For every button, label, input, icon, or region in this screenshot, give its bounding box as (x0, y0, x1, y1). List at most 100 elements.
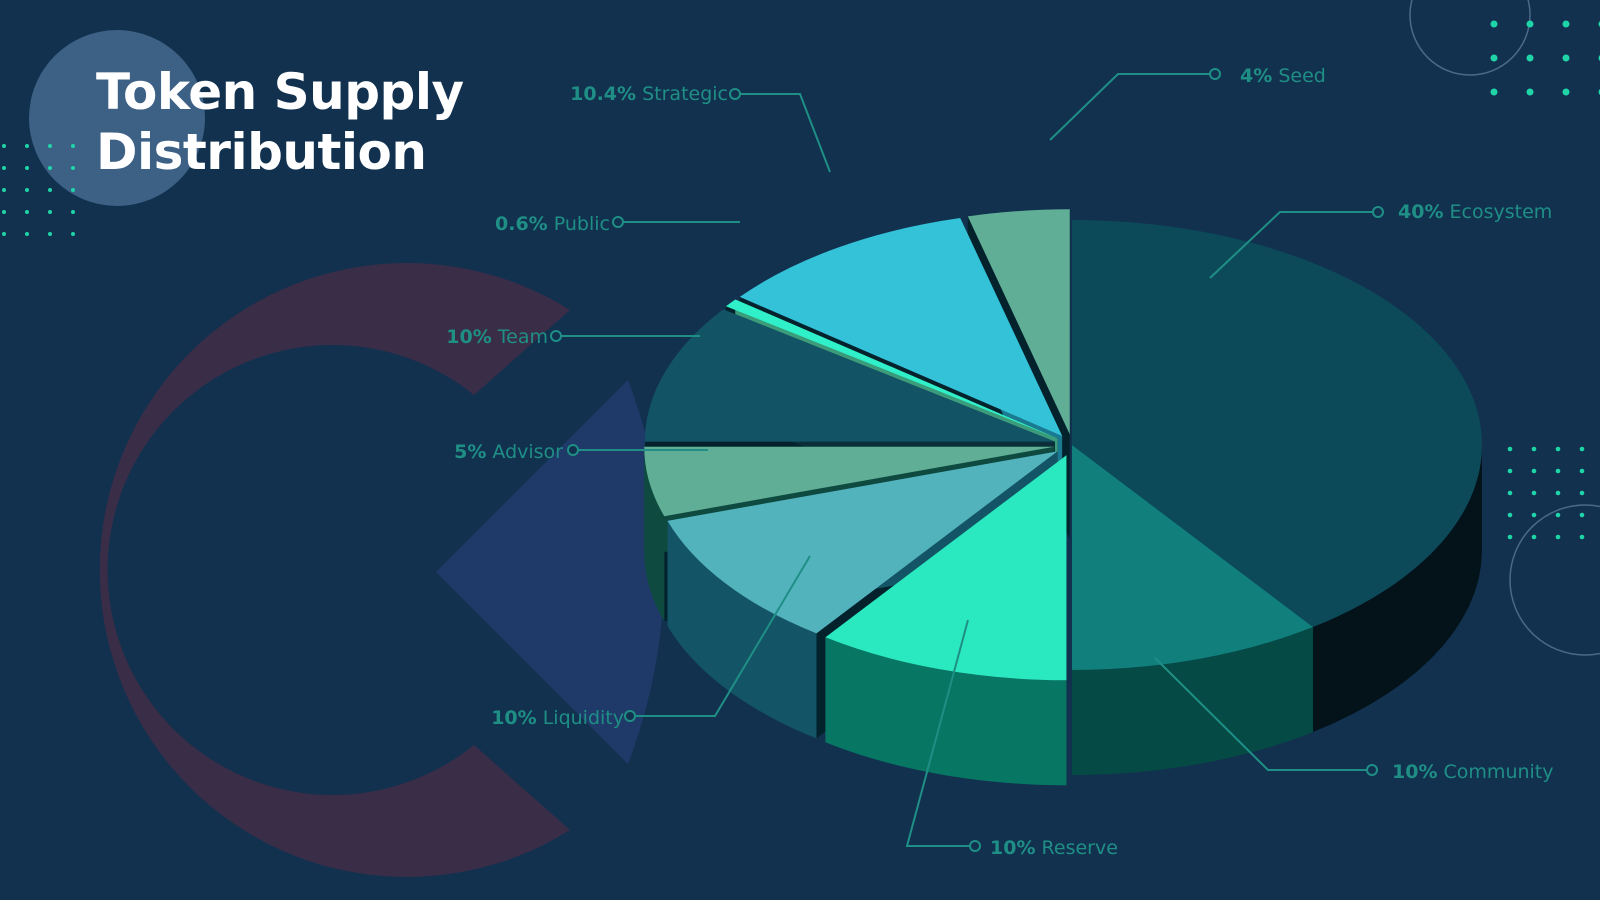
dot-grid-right (1507, 446, 1585, 540)
decor-dot (71, 210, 75, 214)
decor-wedge (436, 380, 664, 764)
leader-anchor-team (550, 330, 562, 342)
callout-ecosystem-name: Ecosystem (1449, 201, 1553, 223)
decor-disc (29, 30, 205, 206)
decor-dot (48, 210, 52, 214)
dot-grid-top-right (1490, 20, 1600, 96)
callout-public-name: Public (553, 213, 610, 235)
leader-anchor-advisor (567, 444, 579, 456)
leader-ecosystem (1209, 206, 1384, 279)
decor-dot (71, 144, 75, 148)
leader-anchor-public (612, 216, 624, 228)
callout-seed-name: Seed (1278, 65, 1326, 87)
callout-public-pct: 0.6% (495, 213, 548, 235)
slice-ecosystem-side (1312, 445, 1482, 733)
slice-strategic-top (739, 218, 1063, 436)
decor-dot (1579, 468, 1585, 474)
decor-dot (1526, 20, 1534, 28)
callout-liquidity-name: Liquidity (542, 707, 624, 729)
decor-dot (1507, 490, 1513, 496)
decor-dot (1531, 534, 1537, 540)
callout-team: 10% Team (446, 325, 548, 349)
decor-dot (1507, 446, 1513, 452)
leader-anchor-strategic (729, 88, 741, 100)
callout-community: 10% Community (1392, 760, 1554, 784)
leader-line-strategic (735, 93, 831, 173)
callout-public: 0.6% Public (495, 212, 610, 236)
slice-community (1072, 445, 1313, 775)
slice-reserve-side (825, 637, 1067, 786)
decor-dot (1555, 490, 1561, 496)
callout-reserve-pct: 10% (990, 837, 1036, 859)
decor-dot (25, 166, 29, 170)
decor-dot (1555, 468, 1561, 474)
leader-line-seed (1049, 73, 1215, 141)
callout-liquidity: 10% Liquidity (491, 706, 624, 730)
title-line-1: Token Supply (96, 63, 464, 121)
leader-anchor-ecosystem (1372, 206, 1384, 218)
decor-dot (1531, 512, 1537, 518)
decor-dot (48, 188, 52, 192)
slice-advisor-top (644, 446, 1055, 517)
page-title: Token Supply Distribution (96, 62, 464, 182)
callout-reserve: 10% Reserve (990, 836, 1118, 860)
callout-seed-pct: 4% (1240, 65, 1273, 87)
decor-dot (1555, 534, 1561, 540)
callout-advisor: 5% Advisor (454, 440, 563, 464)
leader-line-liquidity (630, 555, 811, 717)
decor-dot (48, 144, 52, 148)
callout-ecosystem-pct: 40% (1398, 201, 1444, 223)
leader-line-reserve (905, 619, 975, 847)
decor-dot (1555, 446, 1561, 452)
decor-dot (1526, 88, 1534, 96)
decor-dot (1490, 54, 1498, 62)
slice-liquidity-top (667, 451, 1058, 634)
callout-team-pct: 10% (446, 326, 492, 348)
callout-seed: 4% Seed (1240, 64, 1326, 88)
decor-ring-outline-right (1509, 504, 1600, 656)
slice-team-top (644, 309, 1055, 442)
slice-public-top (725, 299, 1058, 439)
decor-dot (1579, 512, 1585, 518)
callout-community-name: Community (1443, 761, 1554, 783)
decor-dot (25, 144, 29, 148)
decor-dot (2, 166, 6, 170)
callout-strategic-pct: 10.4% (570, 83, 637, 105)
leader-public (612, 216, 740, 228)
decor-dot (48, 166, 52, 170)
decor-dot (1562, 20, 1570, 28)
decor-dot (1579, 490, 1585, 496)
slice-community-side (1072, 627, 1313, 775)
decor-dot (2, 232, 6, 236)
callout-ecosystem: 40% Ecosystem (1398, 200, 1552, 224)
decor-dot (25, 232, 29, 236)
decor-dot (25, 188, 29, 192)
decor-ring-outline-top (1409, 0, 1531, 76)
slice-advisor-side (644, 446, 665, 622)
dot-grid-left (2, 144, 75, 236)
leader-line-community (1154, 657, 1372, 771)
decor-dot (1562, 88, 1570, 96)
decor-ring (99, 263, 571, 878)
callout-liquidity-pct: 10% (491, 707, 537, 729)
leader-reserve (905, 619, 981, 852)
leader-advisor (567, 444, 708, 456)
decor-dot (1490, 88, 1498, 96)
decor-dot (1579, 446, 1585, 452)
slice-reserve (825, 455, 1067, 786)
leader-anchor-reserve (969, 840, 981, 852)
decor-dot (1579, 534, 1585, 540)
leader-seed (1049, 68, 1221, 141)
leader-liquidity (624, 555, 811, 722)
decor-dot (1531, 446, 1537, 452)
callout-team-name: Team (497, 326, 548, 348)
decor-dot (1507, 512, 1513, 518)
decor-dot (71, 166, 75, 170)
callout-advisor-pct: 5% (454, 441, 487, 463)
slice-seed-top (967, 209, 1070, 435)
decor-dot (1507, 468, 1513, 474)
decor-dot (2, 144, 6, 148)
decor-dot (25, 210, 29, 214)
